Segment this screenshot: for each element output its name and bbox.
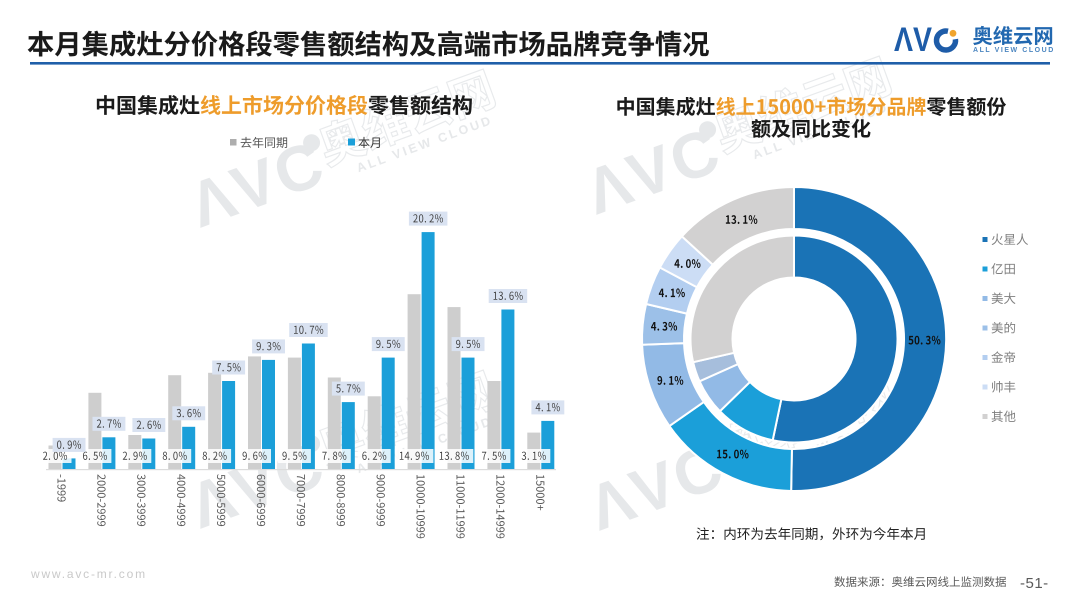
svg-text:ALL VIEW CLOUD: ALL VIEW CLOUD [973,47,1055,54]
svg-text:ΛV: ΛV [894,21,932,59]
svg-text:-51-: -51- [1020,575,1049,592]
svg-text:www.avc-mr.com: www.avc-mr.com [30,567,147,581]
